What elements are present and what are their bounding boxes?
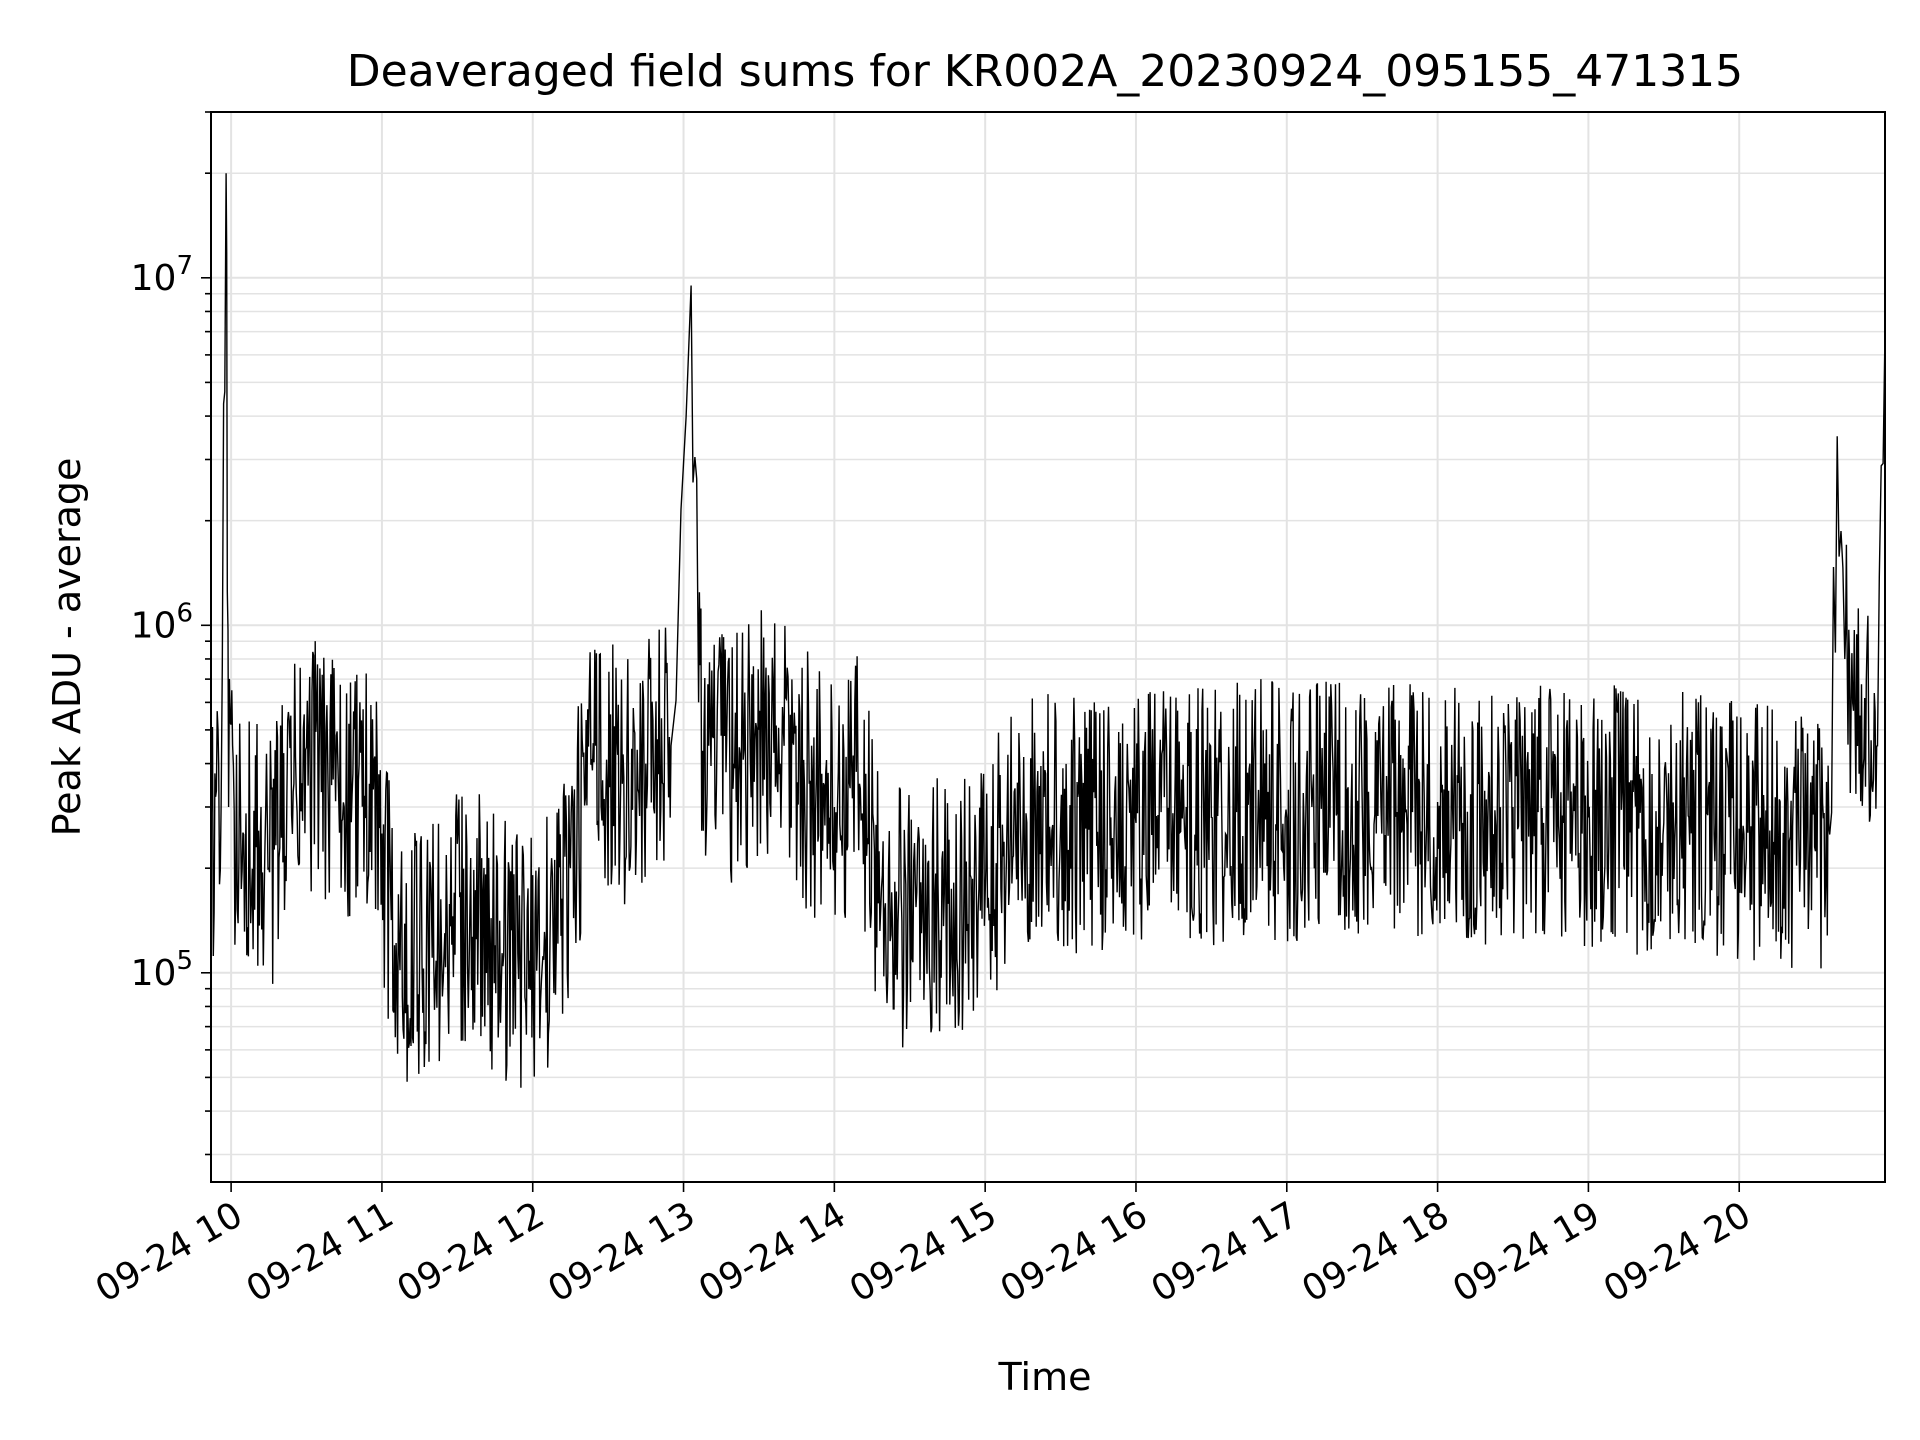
y-tick-base: 10	[131, 605, 177, 646]
series-layer	[210, 173, 1886, 1088]
x-tick-label: 09-24 14	[692, 1194, 853, 1310]
x-tick-label: 09-24 15	[843, 1194, 1004, 1310]
x-axis-label: Time	[998, 1355, 1092, 1399]
y-tick-base: 10	[131, 953, 177, 994]
x-tick-label: 09-24 18	[1295, 1194, 1456, 1310]
x-tick-label: 09-24 13	[541, 1194, 702, 1310]
chart-title: Deaveraged field sums for KR002A_2023092…	[347, 46, 1743, 97]
y-axis-label: Peak ADU - average	[45, 458, 89, 837]
y-tick-base: 10	[131, 258, 177, 299]
x-tick-label: 09-24 10	[89, 1194, 250, 1310]
x-tick-label: 09-24 11	[240, 1194, 401, 1310]
y-tick-label: 106	[131, 598, 193, 646]
x-tick-label: 09-24 16	[994, 1194, 1155, 1310]
x-tick-label: 09-24 19	[1446, 1194, 1607, 1310]
y-tick-exponent: 7	[176, 251, 193, 281]
y-tick-label: 107	[131, 251, 193, 299]
plot-frame	[210, 111, 1886, 1183]
x-tick-label: 09-24 12	[391, 1194, 552, 1310]
series-line	[210, 173, 1886, 1088]
y-tick-label: 105	[131, 946, 193, 994]
x-tick-label: 09-24 20	[1597, 1194, 1758, 1310]
x-tick-label: 09-24 17	[1145, 1194, 1306, 1310]
y-tick-exponent: 6	[176, 598, 193, 628]
y-tick-exponent: 5	[176, 946, 193, 976]
